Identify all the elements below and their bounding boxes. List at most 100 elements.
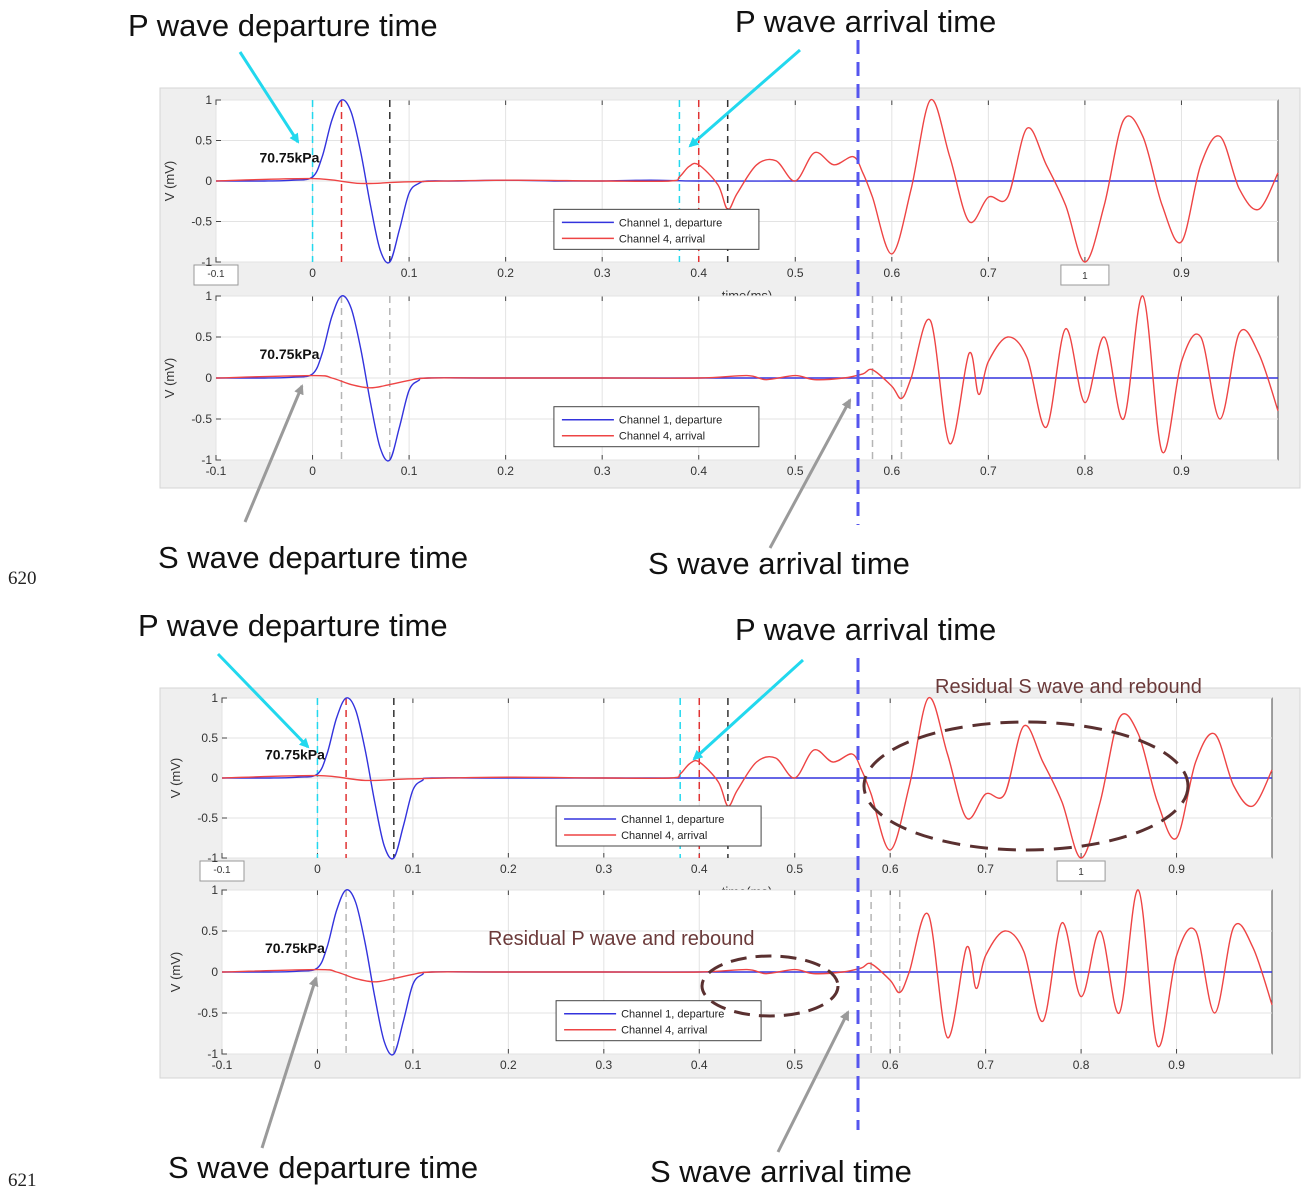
legend: Channel 1, departure Channel 4, arrival	[555, 805, 762, 847]
tick-datatip-box	[199, 860, 245, 882]
bottom-p-arrival-label: P wave arrival time	[735, 612, 997, 647]
y-tick-label: 0	[205, 371, 212, 385]
legend-box	[555, 1000, 762, 1042]
y-tick-label: -0.5	[191, 412, 212, 426]
y-tick-label: -1	[201, 255, 212, 269]
legend: Channel 1, departure Channel 4, arrival	[553, 406, 760, 448]
x-tick-label: 0.1	[401, 266, 418, 280]
legend: Channel 1, departure Channel 4, arrival	[555, 1000, 762, 1042]
x-tick-label: 0.7	[977, 1058, 994, 1072]
series-line-arrival	[221, 889, 1273, 1048]
y-tick-label: -0.5	[197, 811, 218, 825]
x-tick-label: 1	[1078, 867, 1084, 878]
chart-panel-bottom-2: -0.1 0 0.1 0.2 0.3 0.4 0.5 0.6 0.7 0.8 0.9 -1 -0.5 0 0…	[168, 883, 1273, 1072]
x-tick-label: 0.5	[786, 862, 803, 876]
x-tick-label: 0.9	[1173, 464, 1190, 478]
x-tick-label: 0.6	[882, 1058, 899, 1072]
pressure-label: 70.75kPa	[259, 346, 319, 362]
y-tick-label: 0.5	[201, 924, 218, 938]
x-tick-label: 0.5	[787, 464, 804, 478]
legend-label: Channel 1, departure	[619, 217, 722, 229]
pressure-label: 70.75kPa	[265, 940, 325, 956]
arrow-top-p-departure	[238, 51, 300, 144]
x-tick-label: 0.8	[1077, 464, 1094, 478]
x-tick-label: -0.1	[212, 1058, 233, 1072]
x-tick-label: 1	[1082, 271, 1088, 282]
x-tick-label: 0.1	[405, 1058, 422, 1072]
y-axis-label: V (mV)	[168, 758, 183, 798]
x-tick-label: 0	[309, 266, 316, 280]
y-tick-label: -1	[201, 453, 212, 467]
series-line-departure	[215, 99, 1278, 264]
x-tick-label: 0.3	[594, 266, 611, 280]
tick-datatip-box	[193, 264, 239, 286]
y-tick-label: 0	[205, 174, 212, 188]
y-tick-label: 0	[211, 965, 218, 979]
residual-s-label: Residual S wave and rebound	[935, 676, 1202, 698]
y-axis-label: V (mV)	[168, 952, 183, 992]
x-tick-label: 0.6	[883, 266, 900, 280]
x-tick-label: 0.4	[690, 464, 707, 478]
y-axis-label: V (mV)	[162, 358, 177, 398]
y-tick-label: 1	[211, 883, 218, 897]
x-tick-label: 0.4	[690, 266, 707, 280]
bottom-p-departure-label: P wave departure time	[138, 608, 448, 643]
x-tick-label: -0.1	[207, 269, 225, 280]
x-tick-label: 0.9	[1168, 1058, 1185, 1072]
pressure-label: 70.75kPa	[259, 149, 319, 165]
bottom-s-departure-label: S wave departure time	[168, 1150, 479, 1185]
x-tick-label: 0.2	[497, 266, 514, 280]
arrow-bottom-p-arrival	[692, 658, 805, 761]
x-tick-label: 0.8	[1073, 1058, 1090, 1072]
x-tick-label: 0.5	[786, 1058, 803, 1072]
series-line-arrival	[215, 295, 1279, 454]
line-number-620: 620	[8, 568, 37, 589]
top-p-arrival-label: P wave arrival time	[735, 4, 997, 39]
y-tick-label: 0.5	[201, 731, 218, 745]
y-tick-label: 1	[205, 289, 212, 303]
y-axis-label: V (mV)	[162, 161, 177, 201]
x-tick-label: 0	[314, 1058, 321, 1072]
y-tick-label: 0.5	[195, 134, 212, 148]
arrow-top-p-arrival	[688, 48, 801, 148]
annotation-overlay	[216, 40, 1190, 1153]
legend-box	[553, 406, 760, 448]
series-line-departure	[215, 295, 1278, 462]
x-tick-label: 0.7	[980, 464, 997, 478]
x-tick-label: 0.9	[1173, 266, 1190, 280]
x-tick-label: 0	[309, 464, 316, 478]
legend-label: Channel 1, departure	[619, 415, 722, 427]
pressure-label: 70.75kPa	[265, 747, 325, 763]
x-tick-label: 0.3	[594, 464, 611, 478]
x-tick-label: 0.6	[882, 862, 899, 876]
y-tick-label: 1	[211, 691, 218, 705]
x-tick-label: 0.9	[1168, 862, 1185, 876]
tick-datatip-box	[1060, 264, 1110, 286]
x-tick-label: 0.3	[595, 862, 612, 876]
legend-label: Channel 4, arrival	[621, 830, 707, 842]
arrow-bottom-p-departure	[216, 652, 310, 749]
top-p-departure-label: P wave departure time	[128, 8, 438, 43]
legend: Channel 1, departure Channel 4, arrival	[553, 208, 760, 250]
x-tick-label: 0	[314, 862, 321, 876]
x-tick-label: 0.1	[405, 862, 422, 876]
y-tick-label: -0.5	[191, 215, 212, 229]
x-tick-label: 0.6	[883, 464, 900, 478]
legend-label: Channel 1, departure	[621, 814, 724, 826]
top-s-arrival-label: S wave arrival time	[648, 546, 910, 581]
x-tick-label: 0.7	[980, 266, 997, 280]
arrow-top-s-arrival	[768, 398, 852, 549]
residual-p-ellipse	[700, 954, 840, 1018]
chart-panels: -0.1 0 0.1 0.2 0.3 0.4 0.5 0.6 0.7 0.8 0.9 1 -1 -0.5 0…	[159, 87, 1301, 1079]
x-tick-label: -0.1	[206, 464, 227, 478]
y-tick-label: -0.5	[197, 1006, 218, 1020]
x-tick-label: 0.3	[595, 1058, 612, 1072]
residual-p-label: Residual P wave and rebound	[488, 928, 755, 950]
legend-label: Channel 4, arrival	[619, 431, 705, 443]
y-tick-label: -1	[207, 851, 218, 865]
series-line-arrival	[221, 697, 1273, 859]
x-tick-label: 0.7	[977, 862, 994, 876]
legend-label: Channel 1, departure	[621, 1009, 724, 1021]
arrow-bottom-s-arrival	[776, 1010, 850, 1153]
arrow-bottom-s-departure	[260, 976, 319, 1149]
